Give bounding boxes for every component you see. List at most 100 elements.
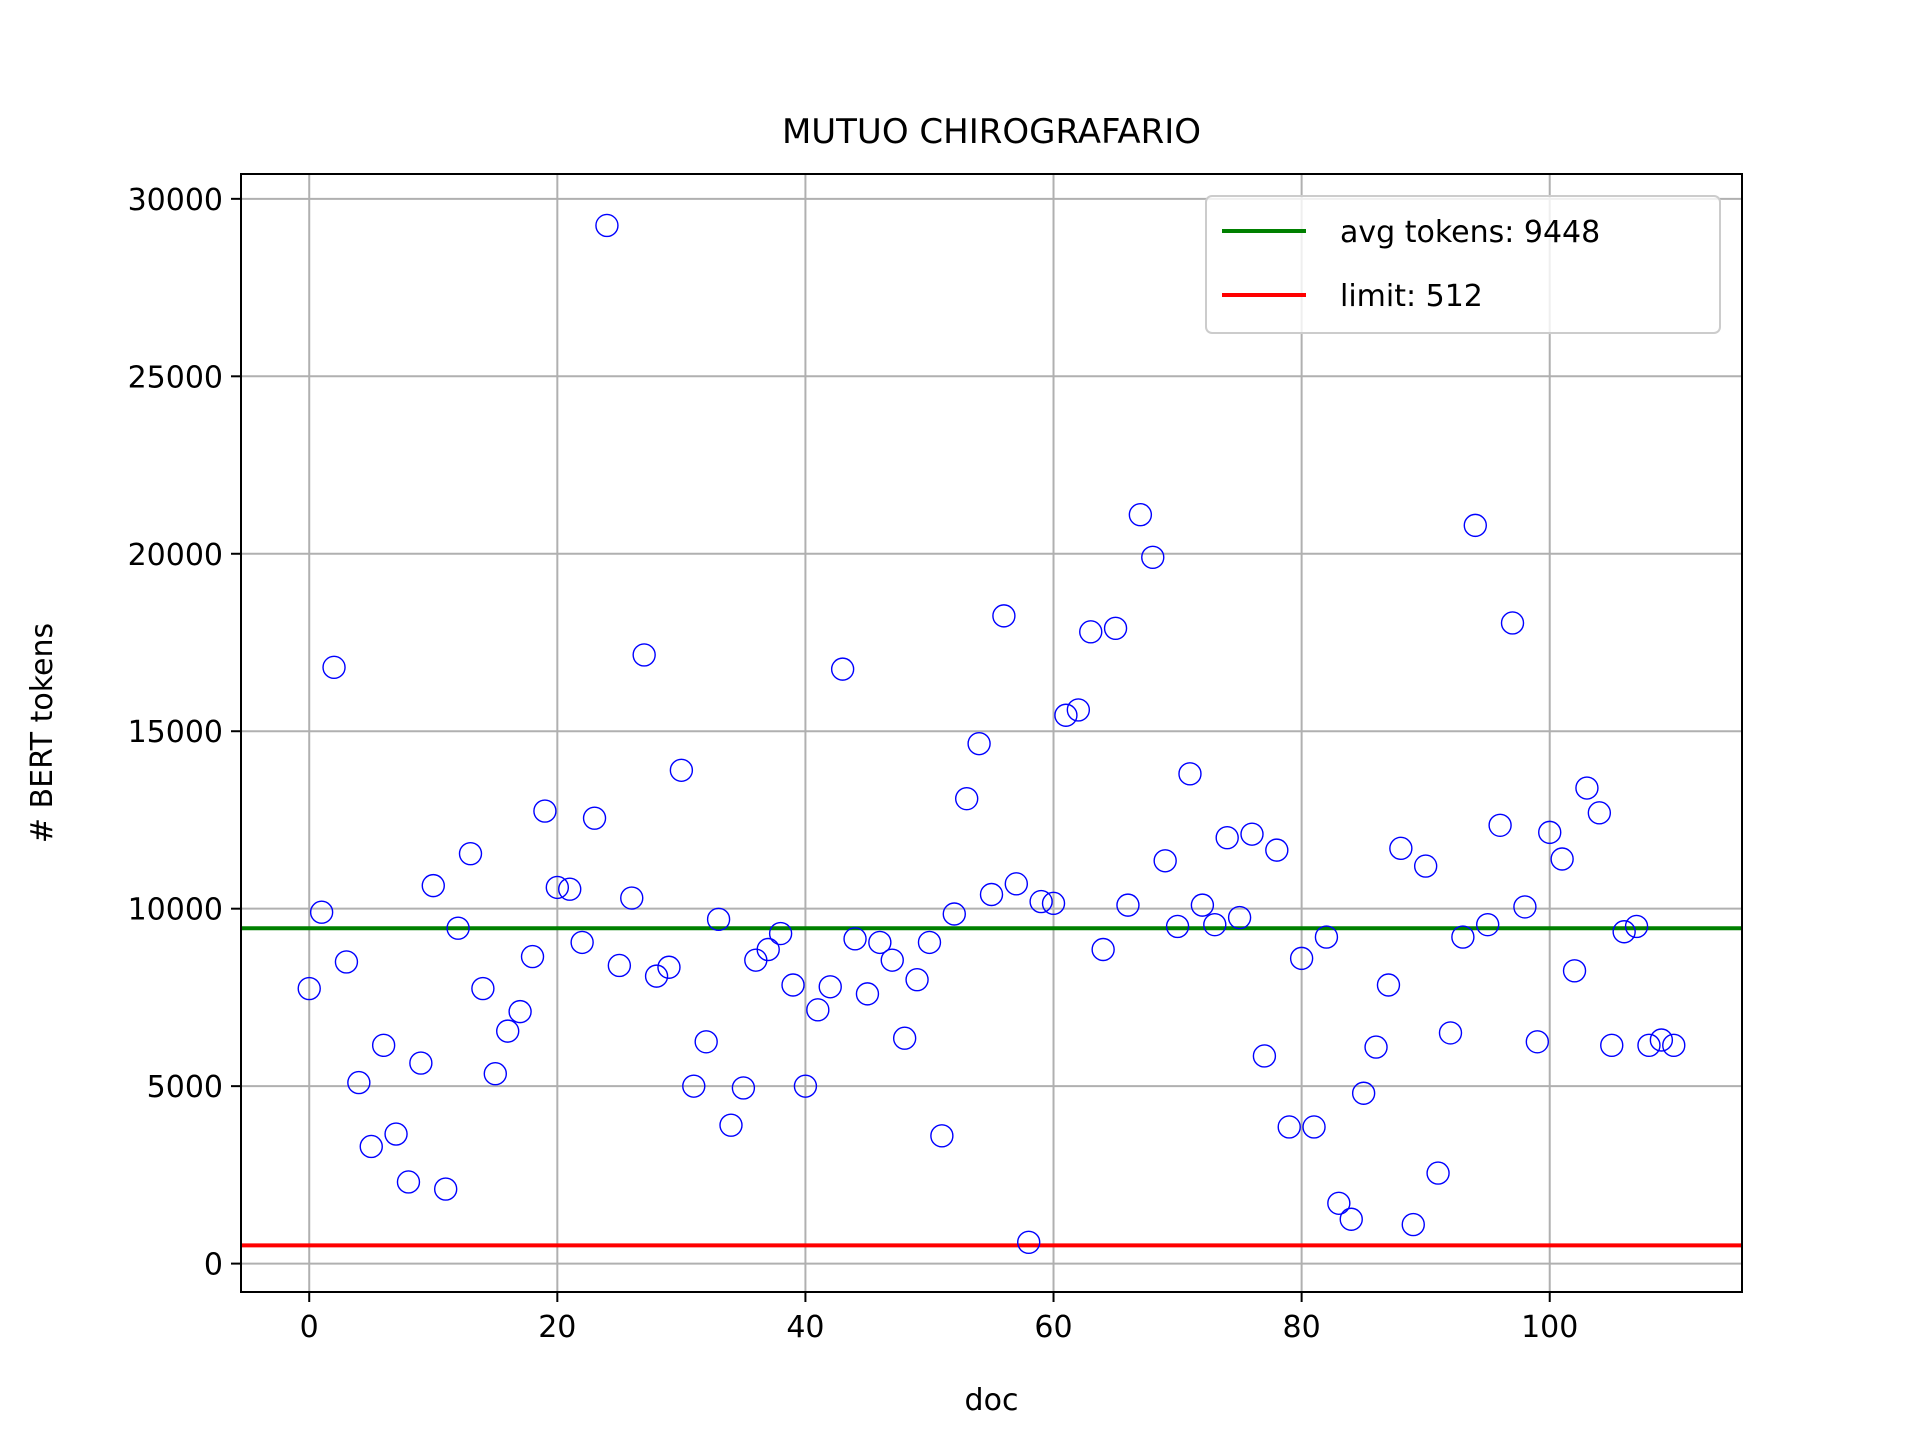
data-point — [781, 973, 805, 997]
data-point — [657, 955, 681, 979]
legend-box — [1205, 195, 1721, 334]
y-tick-label: 15000 — [128, 715, 223, 750]
data-point — [458, 841, 483, 866]
data-point — [1203, 912, 1227, 937]
x-tick-label: 40 — [786, 1310, 824, 1345]
y-tick-label: 5000 — [147, 1070, 223, 1105]
data-point — [1178, 762, 1202, 786]
data-point — [1513, 895, 1537, 919]
y-axis-label: # BERT tokens — [25, 623, 60, 843]
y-tick-label: 20000 — [128, 538, 223, 573]
data-point — [992, 604, 1016, 628]
data-point — [570, 930, 594, 955]
data-point — [1041, 891, 1066, 916]
x-tick-label: 20 — [538, 1310, 576, 1345]
data-point — [942, 902, 966, 926]
x-axis-label: doc — [965, 1383, 1019, 1418]
data-point — [1091, 937, 1115, 962]
data-point — [1017, 1230, 1041, 1255]
data-point — [917, 930, 942, 955]
data-point — [1488, 813, 1512, 837]
data-point — [1401, 1212, 1425, 1237]
data-point — [384, 1122, 408, 1146]
data-point — [1351, 1081, 1376, 1105]
data-point — [793, 1074, 818, 1098]
data-point — [1252, 1044, 1277, 1068]
data-point — [533, 799, 557, 823]
data-point — [1190, 893, 1215, 917]
data-point — [719, 1113, 743, 1137]
data-point — [930, 1124, 954, 1148]
data-point — [1426, 1161, 1450, 1185]
data-point — [595, 213, 619, 238]
data-point — [1165, 914, 1190, 939]
data-point — [892, 1026, 917, 1050]
legend: avg tokens: 9448 limit: 512 — [1205, 195, 1721, 334]
data-point — [1376, 973, 1401, 997]
data-point — [905, 967, 929, 992]
data-point — [768, 921, 793, 946]
data-point — [1327, 1191, 1351, 1215]
data-point — [1066, 698, 1091, 722]
data-point — [396, 1170, 421, 1194]
data-point — [1265, 838, 1289, 862]
data-point — [496, 1019, 520, 1043]
data-point — [1116, 893, 1140, 917]
data-point — [1612, 920, 1636, 944]
data-point — [756, 937, 780, 962]
data-point — [1575, 776, 1599, 800]
data-point — [1128, 503, 1153, 527]
data-point — [545, 875, 570, 900]
data-point — [1538, 820, 1562, 845]
legend-label-avg-tokens: avg tokens: 9448 — [1340, 215, 1600, 250]
data-point — [1054, 703, 1078, 727]
data-point — [1649, 1028, 1674, 1052]
data-point — [1339, 1207, 1363, 1231]
data-points — [297, 213, 1686, 1255]
x-tick-label: 100 — [1521, 1310, 1578, 1345]
data-point — [1103, 616, 1128, 640]
data-point — [1562, 959, 1587, 983]
data-point — [731, 1076, 756, 1100]
data-point — [954, 786, 979, 811]
data-point — [1451, 925, 1475, 949]
data-point — [830, 657, 855, 681]
data-point — [322, 655, 346, 680]
data-point — [1364, 1035, 1388, 1059]
data-point — [471, 976, 495, 1001]
data-point — [1624, 914, 1649, 939]
data-point — [1475, 912, 1500, 937]
x-tick-label: 0 — [300, 1310, 319, 1345]
data-point — [1550, 847, 1574, 871]
data-point — [880, 948, 904, 972]
data-point — [843, 927, 867, 951]
data-point — [632, 643, 656, 667]
data-point — [1153, 849, 1177, 873]
data-point — [967, 731, 991, 756]
data-point — [483, 1062, 508, 1086]
data-point — [694, 1030, 718, 1054]
data-point — [1463, 513, 1487, 538]
data-point — [682, 1074, 706, 1098]
data-point — [1600, 1033, 1624, 1058]
data-point — [558, 877, 582, 901]
data-point — [371, 1033, 396, 1058]
data-point — [1662, 1033, 1686, 1058]
y-tick-label: 25000 — [128, 360, 223, 395]
reference-lines — [241, 926, 1742, 1248]
grid — [241, 174, 1742, 1292]
data-point — [855, 982, 880, 1006]
data-point — [409, 1051, 433, 1075]
data-point — [1215, 826, 1239, 850]
data-point — [1277, 1115, 1301, 1139]
data-point — [607, 953, 632, 978]
data-point — [644, 964, 669, 988]
data-point — [433, 1177, 458, 1201]
data-point — [1079, 620, 1103, 644]
data-point — [1389, 836, 1413, 861]
data-point — [1413, 854, 1438, 878]
data-point — [806, 998, 830, 1022]
data-point — [1637, 1033, 1661, 1058]
legend-label-limit: limit: 512 — [1340, 279, 1483, 314]
